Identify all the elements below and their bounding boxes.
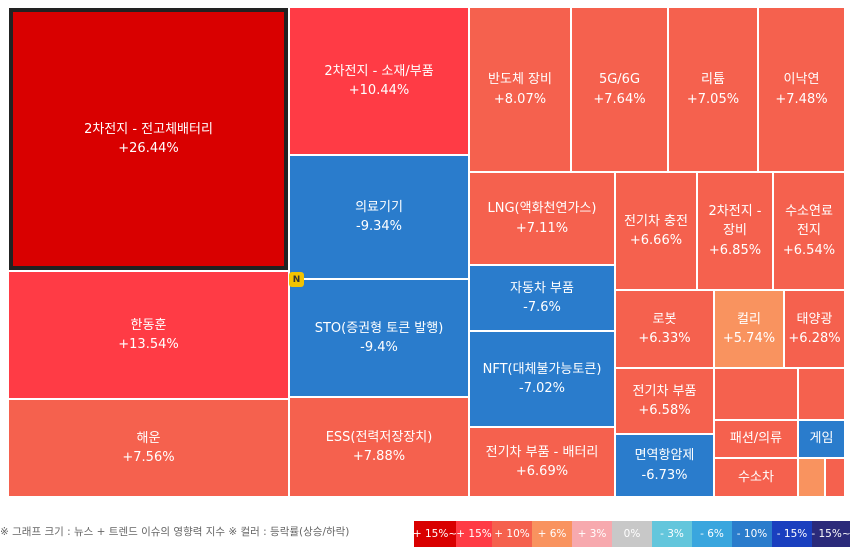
tile-label: 컬리 <box>737 311 761 327</box>
tile-label: 면역항암제 <box>634 448 695 463</box>
treemap-tile[interactable] <box>715 369 797 419</box>
tile-change: +7.11% <box>515 220 569 236</box>
legend-item: - 15%~ <box>811 521 851 547</box>
tile-change: -7.6% <box>523 300 561 315</box>
treemap-tile[interactable]: NFT(대체불가능토큰) -7.02% <box>470 332 614 426</box>
treemap-tile[interactable] <box>799 369 844 419</box>
treemap-tile[interactable]: 게임 <box>799 421 844 457</box>
tile-change: +8.07% <box>493 91 547 107</box>
tile-change: +6.66% <box>629 233 683 248</box>
tile-change: +7.48% <box>775 91 828 107</box>
tile-label: STO(증권형 토큰 발행) <box>314 320 444 336</box>
treemap-tile[interactable]: 해운 +7.56% <box>9 400 288 496</box>
tile-change: +5.74% <box>722 331 776 346</box>
treemap-tile[interactable]: 자동차 부품 -7.6% <box>470 266 614 330</box>
tile-change: -6.73% <box>641 467 688 483</box>
legend-item: - 6% <box>692 521 732 547</box>
tile-label: 2차전지 - 전고체배터리 <box>84 121 213 137</box>
treemap-tile[interactable]: 2차전지 - 전고체배터리 +26.44% <box>9 8 288 270</box>
tile-change: +7.56% <box>122 450 175 465</box>
tile-label: 태양광 <box>796 311 833 327</box>
legend-item: + 3% <box>572 521 612 547</box>
treemap-tile[interactable]: 5G/6G +7.64% <box>572 8 667 171</box>
treemap-tile[interactable]: 의료기기 -9.34% <box>290 156 468 278</box>
legend-item: - 15% <box>772 521 812 547</box>
tile-change: -9.34% <box>356 219 402 234</box>
tile-label: 수소차 <box>738 469 774 485</box>
treemap-tile[interactable]: 태양광 +6.28% <box>785 291 844 367</box>
legend-item: - 10% <box>732 521 772 547</box>
tile-label: 수소연료 전지 <box>785 203 833 239</box>
legend-item: + 6% <box>532 521 572 547</box>
color-legend: + 15%~ + 15% + 10% + 6% + 3% 0% - 3% - 6% - 10% -… <box>413 521 851 547</box>
tile-label: 전기차 충전 <box>624 213 688 229</box>
tile-label: 해운 <box>136 430 161 446</box>
new-badge: N <box>289 272 304 287</box>
tile-change: +7.88% <box>352 449 406 464</box>
treemap-tile[interactable]: 2차전지 - 장비 +6.85% <box>698 173 772 289</box>
tile-change: -7.02% <box>519 381 565 396</box>
tile-label: 의료기기 <box>355 199 403 215</box>
tile-label: 5G/6G <box>598 72 641 87</box>
tile-label: 이낙연 <box>783 72 820 87</box>
tile-change: +7.64% <box>593 91 646 107</box>
legend-item: 0% <box>612 521 652 547</box>
treemap-tile[interactable] <box>826 459 844 496</box>
tile-label: 패션/의류 <box>729 431 783 447</box>
tile-label: 전기차 부품 <box>632 383 697 399</box>
tile-change: +6.54% <box>782 242 836 258</box>
tile-change: +6.58% <box>638 403 691 418</box>
treemap-tile[interactable] <box>799 459 824 496</box>
tile-label: 게임 <box>809 431 834 447</box>
treemap-tile[interactable]: 2차전지 - 소재/부품 +10.44% <box>290 8 468 154</box>
treemap-tile[interactable]: 수소연료 전지 +6.54% <box>774 173 844 289</box>
tile-label: 2차전지 - 장비 <box>708 203 762 239</box>
tile-label: 2차전지 - 소재/부품 <box>324 63 434 79</box>
treemap-tile[interactable]: 수소차 <box>715 459 797 496</box>
tile-change: +26.44% <box>118 141 179 156</box>
tile-label: 한동훈 <box>130 317 167 333</box>
treemap-tile[interactable]: 패션/의류 <box>715 421 797 457</box>
tile-change: +6.28% <box>788 331 841 346</box>
treemap-tile[interactable]: 한동훈 +13.54% <box>9 272 288 398</box>
tile-label: NFT(대체불가능토큰) <box>482 361 602 377</box>
legend-item: + 15%~ <box>413 521 457 547</box>
legend-item: + 15% <box>456 521 492 547</box>
tile-label: 전기차 부품 - 배터리 <box>485 444 599 460</box>
tile-change: -9.4% <box>360 340 398 355</box>
treemap-tile[interactable]: 전기차 충전 +6.66% <box>616 173 696 289</box>
tile-change: +6.85% <box>708 242 762 258</box>
treemap-tile[interactable]: 로봇 +6.33% <box>616 291 713 367</box>
tile-change: +6.33% <box>638 331 691 346</box>
treemap-tile[interactable]: 전기차 부품 +6.58% <box>616 369 713 433</box>
tile-label: 로봇 <box>652 311 677 327</box>
tile-label: ESS(전력저장장치) <box>325 429 433 445</box>
tile-label: 리튬 <box>701 72 725 87</box>
treemap-tile[interactable]: 이낙연 +7.48% <box>759 8 844 171</box>
tile-change: +6.69% <box>515 464 569 479</box>
treemap-tile[interactable]: 전기차 부품 - 배터리 +6.69% <box>470 428 614 496</box>
tile-label: 자동차 부품 <box>510 280 574 296</box>
tile-change: +7.05% <box>686 91 740 107</box>
tile-change: +10.44% <box>348 83 410 98</box>
treemap-tile[interactable]: 리튬 +7.05% <box>669 8 757 171</box>
treemap-tile[interactable]: 반도체 장비 +8.07% <box>470 8 570 171</box>
treemap: 2차전지 - 전고체배터리 +26.44% 2차전지 - 소재/부품 +10.44% 반… <box>8 7 845 497</box>
tile-change: +13.54% <box>118 337 179 352</box>
treemap-tile[interactable]: STO(증권형 토큰 발행) -9.4% <box>290 280 468 396</box>
footnote: ※ 그래프 크기 : 뉴스 + 트렌드 이슈의 영향력 지수 ※ 컬러 : 등락… <box>0 526 350 538</box>
treemap-tile[interactable]: 컬리 +5.74% <box>715 291 783 367</box>
tile-label: 반도체 장비 <box>488 72 552 87</box>
treemap-tile[interactable]: ESS(전력저장장치) +7.88% <box>290 398 468 496</box>
legend-item: + 10% <box>492 521 532 547</box>
tile-label: LNG(액화천연가스) <box>487 201 597 216</box>
treemap-tile[interactable]: LNG(액화천연가스) +7.11% <box>470 173 614 264</box>
legend-item: - 3% <box>652 521 692 547</box>
treemap-tile[interactable]: 면역항암제 -6.73% <box>616 435 713 496</box>
